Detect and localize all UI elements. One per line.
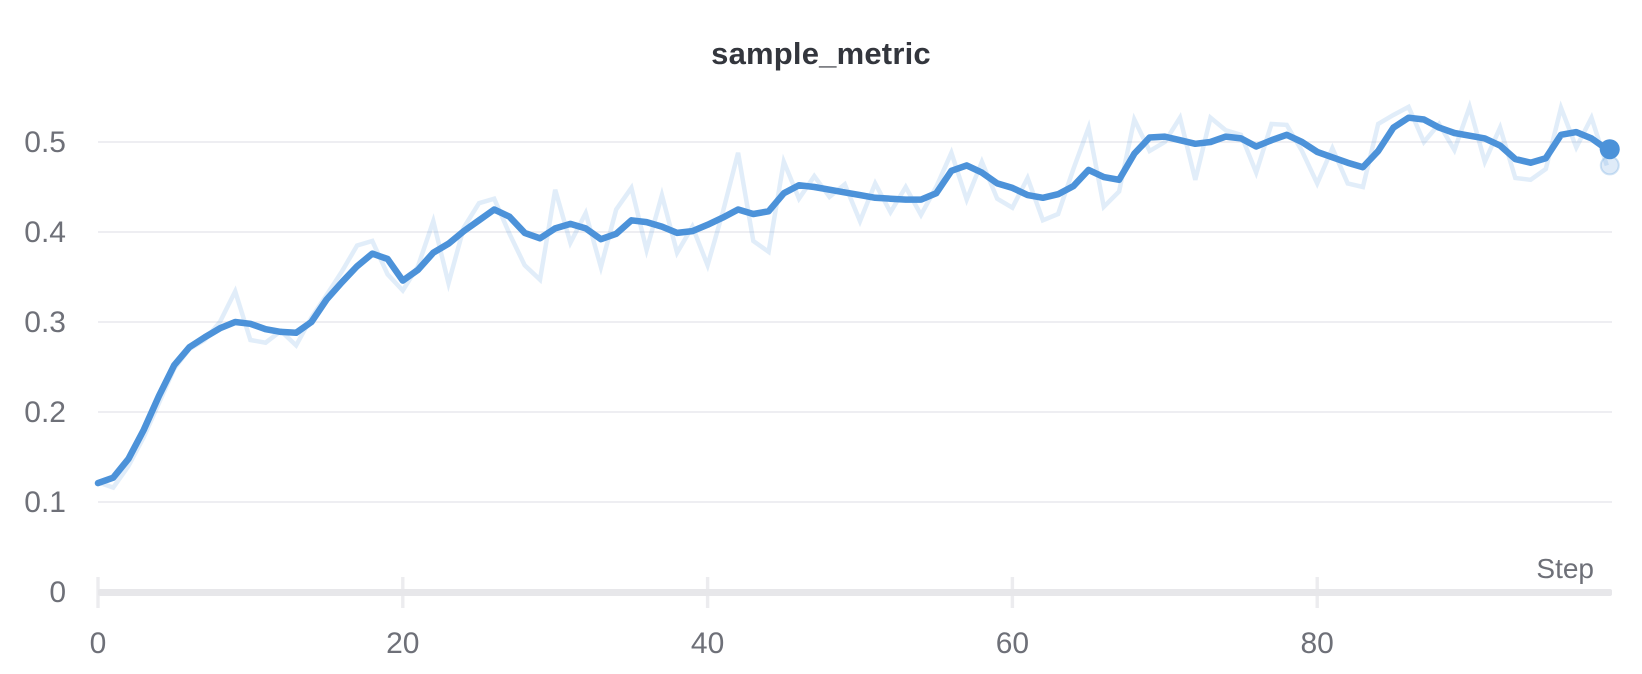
x-axis-label: Step xyxy=(1536,553,1594,584)
x-tick-label: 60 xyxy=(996,627,1029,660)
chart-title: sample_metric xyxy=(711,36,931,71)
smoothed-last-point-dot[interactable] xyxy=(1599,139,1620,160)
x-axis-bar xyxy=(98,589,1612,596)
y-tick-label: 0.3 xyxy=(24,306,66,339)
y-tick-label: 0.2 xyxy=(24,396,66,429)
y-tick-label: 0.4 xyxy=(24,216,66,249)
x-tick-label: 80 xyxy=(1301,627,1334,660)
y-tick-label: 0 xyxy=(49,576,66,609)
smoothed-series-line[interactable] xyxy=(94,114,1611,487)
x-tick-label: 20 xyxy=(386,627,419,660)
x-tick-label: 0 xyxy=(90,627,107,660)
y-tick-label: 0.1 xyxy=(24,486,66,519)
raw-series-line[interactable] xyxy=(97,99,1609,491)
y-tick-label: 0.5 xyxy=(24,126,66,159)
x-tick-label: 40 xyxy=(691,627,724,660)
